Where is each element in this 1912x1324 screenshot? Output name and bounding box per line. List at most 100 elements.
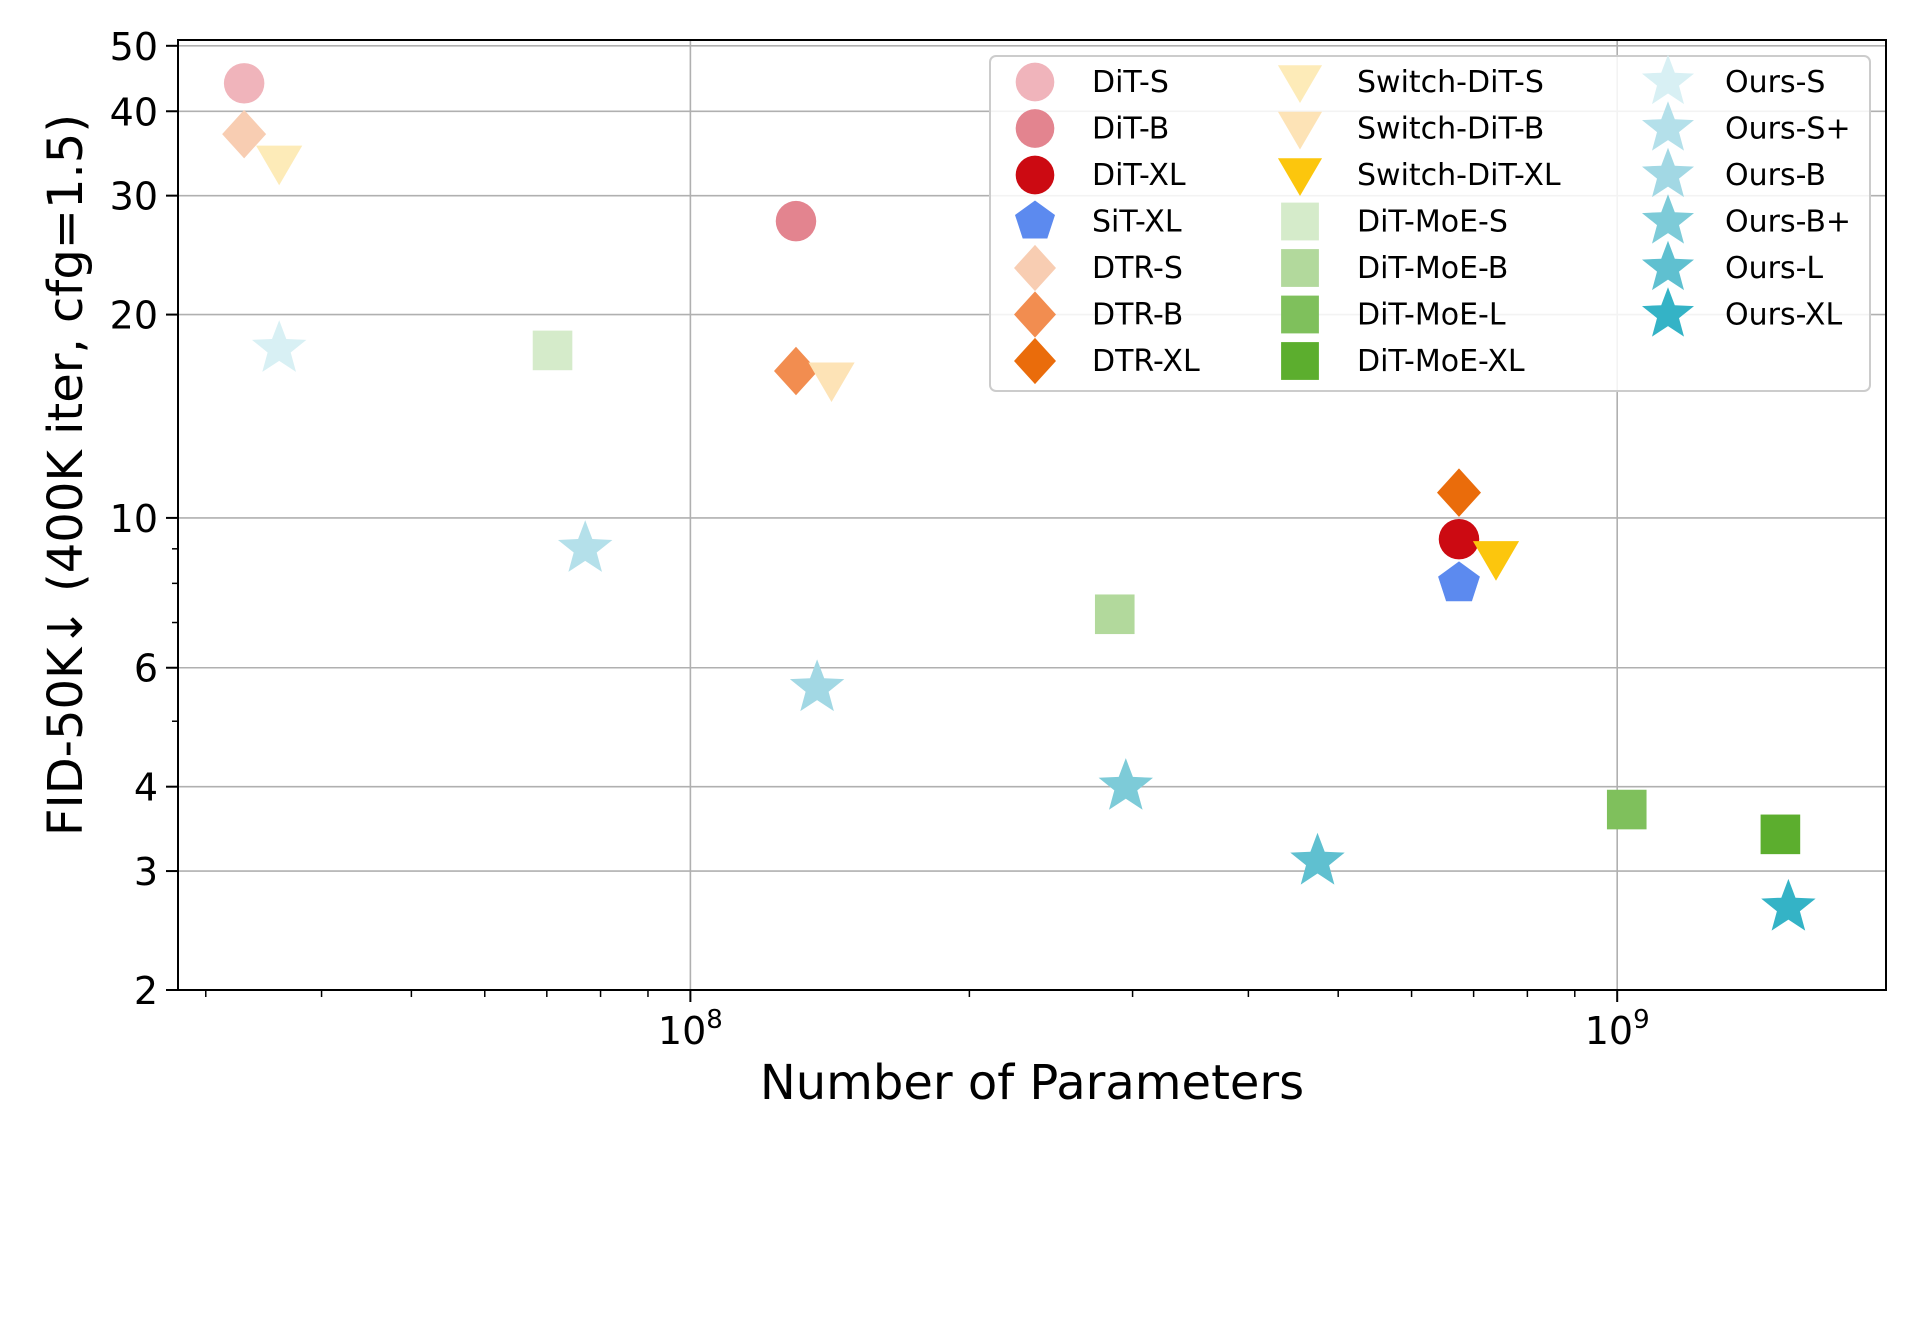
- legend-label: DiT-XL: [1092, 158, 1186, 193]
- legend-label: Ours-S: [1725, 65, 1825, 100]
- legend-label: DiT-MoE-L: [1357, 298, 1506, 333]
- series-ours-s: [252, 320, 307, 372]
- legend-swatch: [1014, 291, 1056, 338]
- legend-label: DiT-B: [1092, 112, 1169, 147]
- data-point: [1606, 789, 1647, 830]
- data-point: [773, 346, 818, 396]
- legend-label: DiT-S: [1092, 65, 1169, 100]
- series-dit-moe-b: [1094, 594, 1135, 635]
- legend-swatch: [1014, 244, 1056, 292]
- legend-item: DiT-XL: [1015, 155, 1186, 195]
- legend: DiT-S DiT-B DiT-XL SiT-XL DTR-S DTR-B DTR-XL Sw…: [989, 54, 1871, 392]
- series-ours-xl: [1761, 878, 1816, 931]
- legend-swatch: [1642, 54, 1694, 105]
- legend-item: DTR-B: [1014, 291, 1183, 338]
- series-ours-l: [1290, 832, 1345, 885]
- x-tick-label: 108: [658, 1005, 723, 1053]
- legend-item: DTR-XL: [1014, 337, 1200, 385]
- legend-swatch: [1642, 101, 1694, 151]
- data-point: [1760, 814, 1801, 855]
- data-point: [808, 362, 855, 403]
- data-point: [1094, 594, 1135, 635]
- legend-swatch: [1642, 287, 1694, 337]
- series-ours-b: [789, 659, 845, 712]
- x-tick-label: 109: [1585, 1005, 1650, 1053]
- plot-frame: [177, 39, 1887, 991]
- legend-swatch: [1015, 155, 1055, 195]
- legend-label: Switch-DiT-XL: [1357, 158, 1561, 193]
- data-point: [532, 330, 573, 371]
- legend-item: DiT-MoE-B: [1281, 249, 1508, 287]
- series-sit-xl: [1438, 561, 1480, 602]
- legend-item: Ours-L: [1642, 240, 1823, 291]
- data-point: [1761, 878, 1816, 931]
- data-point: [775, 200, 817, 242]
- legend-item: Switch-DiT-XL: [1277, 158, 1561, 196]
- series-dit-moe-xl: [1760, 814, 1801, 855]
- legend-item: Ours-B: [1642, 147, 1826, 198]
- data-point: [558, 520, 613, 572]
- legend-item: DiT-B: [1015, 109, 1169, 148]
- legend-item: Switch-DiT-B: [1277, 112, 1544, 150]
- legend-item: DTR-S: [1014, 244, 1183, 292]
- legend-swatch: [1281, 249, 1319, 287]
- data-point: [789, 659, 845, 712]
- legend-item: Switch-DiT-S: [1277, 65, 1544, 103]
- legend-swatch: [1281, 202, 1319, 241]
- legend-label: Ours-B: [1725, 158, 1826, 193]
- legend-swatch: [1015, 62, 1055, 102]
- legend-label: DTR-S: [1092, 251, 1183, 286]
- series-dtr-s: [222, 109, 267, 159]
- data-point: [252, 320, 307, 372]
- legend-label: DTR-B: [1092, 298, 1183, 333]
- y-tick-label: 10: [110, 497, 158, 541]
- data-point: [1438, 518, 1480, 560]
- legend-item: Ours-XL: [1642, 287, 1842, 337]
- legend-label: Switch-DiT-S: [1357, 65, 1544, 100]
- data-point: [1436, 468, 1481, 517]
- series-switch-dit-b: [808, 362, 855, 403]
- series-dit-b: [775, 200, 817, 242]
- legend-label: DiT-MoE-XL: [1357, 344, 1525, 379]
- data-point: [1438, 561, 1480, 602]
- legend-label: DiT-MoE-S: [1357, 205, 1508, 240]
- y-tick-label: 6: [134, 647, 158, 691]
- legend-item: SiT-XL: [1015, 200, 1182, 240]
- legend-swatch: [1281, 342, 1319, 380]
- legend-label: DiT-MoE-B: [1357, 251, 1508, 286]
- data-point: [1290, 832, 1345, 885]
- legend-item: DiT-S: [1015, 62, 1169, 102]
- series-ours-b-: [1098, 758, 1153, 810]
- data-marks: [222, 63, 1816, 931]
- data-point: [1098, 758, 1153, 810]
- legend-swatch: [1015, 200, 1055, 239]
- legend-label: Switch-DiT-B: [1357, 112, 1544, 147]
- series-dtr-xl: [1436, 468, 1481, 517]
- data-point: [1472, 541, 1520, 581]
- y-tick-label: 50: [110, 25, 158, 69]
- legend-item: Ours-B+: [1642, 194, 1851, 244]
- legend-label: Ours-S+: [1725, 112, 1851, 147]
- legend-label: Ours-L: [1725, 251, 1823, 286]
- legend-label: Ours-XL: [1725, 298, 1842, 333]
- series-dit-moe-s: [532, 330, 573, 371]
- legend-item: Ours-S: [1642, 54, 1825, 105]
- legend-label: Ours-B+: [1725, 205, 1851, 240]
- series-dit-xl: [1438, 518, 1480, 560]
- data-point: [223, 63, 265, 104]
- legend-swatch: [1277, 158, 1323, 196]
- y-tick-label: 3: [134, 850, 158, 894]
- y-tick-label: 30: [110, 175, 158, 219]
- series-ours-s-: [558, 520, 613, 572]
- y-axis-label: FID-50K↓ (400K iter, cfg=1.5): [38, 114, 94, 836]
- ticks: 2 3 4 6 10 20 30 40 50 108 109: [110, 25, 1650, 1053]
- legend-swatch: [1642, 240, 1694, 291]
- series-dit-moe-l: [1606, 789, 1647, 830]
- legend-label: DTR-XL: [1092, 344, 1200, 379]
- y-tick-label: 2: [134, 969, 158, 1013]
- series-dtr-b: [773, 346, 818, 396]
- y-tick-label: 20: [110, 294, 158, 338]
- legend-item: DiT-MoE-L: [1281, 295, 1506, 334]
